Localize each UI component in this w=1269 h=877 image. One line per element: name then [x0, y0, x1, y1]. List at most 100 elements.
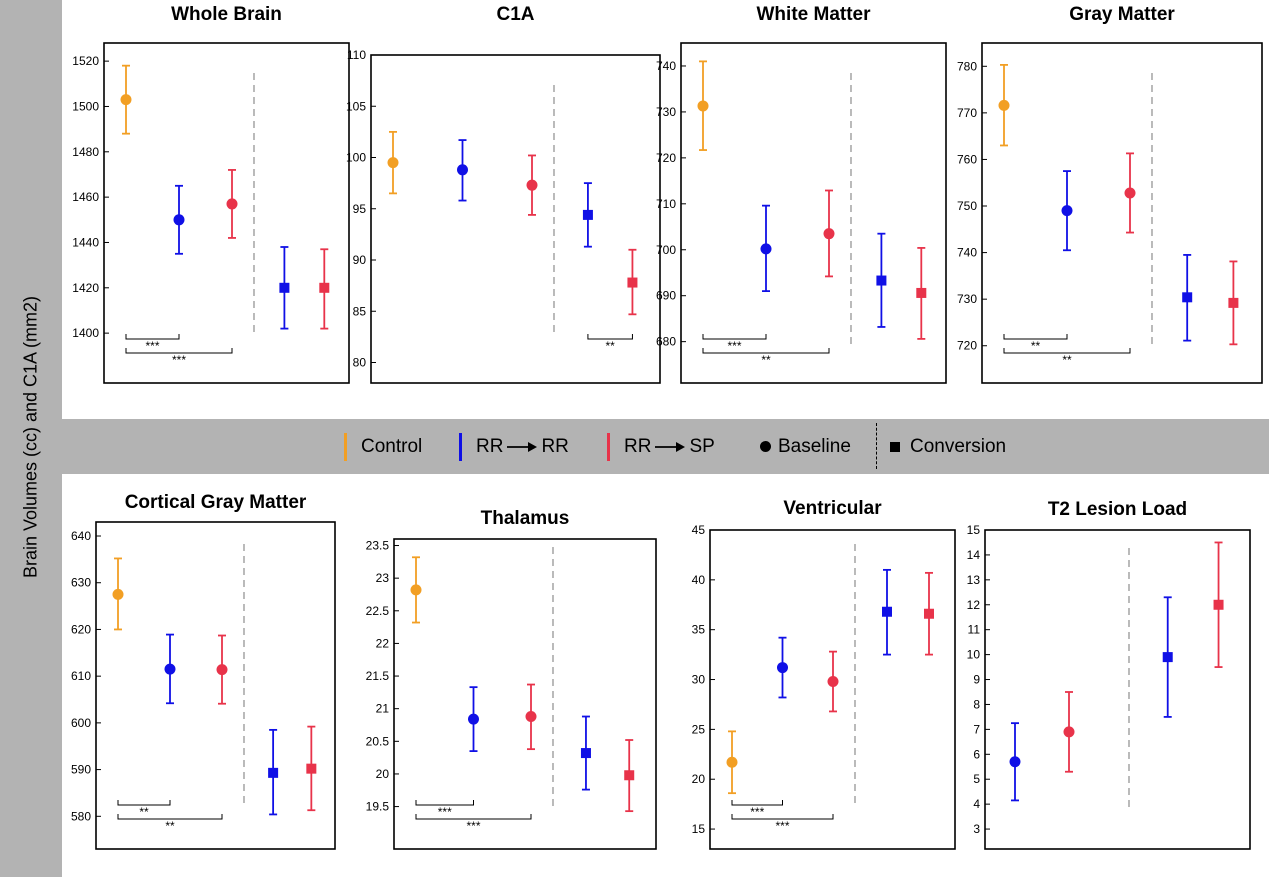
data-point: [306, 725, 317, 812]
data-point: [1162, 596, 1173, 718]
y-tick-label: 9: [973, 673, 980, 687]
chart-title: C1A: [496, 4, 534, 25]
y-tick-label: 690: [656, 289, 676, 303]
bracket-line: [415, 814, 532, 820]
y-tick-label: 23: [376, 571, 390, 585]
baseline-marker: [726, 756, 738, 768]
y-tick-label: 720: [656, 151, 676, 165]
conversion-marker: [924, 608, 934, 619]
significance-label: **: [1062, 353, 1072, 367]
bracket-line: [117, 814, 223, 820]
bracket-line: [702, 334, 767, 340]
legend-label-rr-sp-to: SP: [689, 435, 715, 457]
y-tick-label: 580: [71, 809, 91, 823]
data-point: [916, 247, 927, 340]
y-tick-label: 1440: [72, 235, 99, 249]
y-tick-label: 5: [973, 772, 980, 786]
chart-title: Whole Brain: [171, 4, 282, 25]
significance-label: **: [606, 339, 616, 353]
significance-label: ***: [775, 819, 789, 833]
data-point: [1228, 260, 1239, 346]
data-point: [627, 248, 638, 316]
legend-label-rr-rr-from: RR: [476, 435, 504, 457]
bracket-line: [587, 334, 633, 340]
data-point: [823, 189, 835, 278]
data-point: [468, 686, 479, 753]
y-tick-label: 590: [71, 763, 91, 777]
conversion-marker: [882, 606, 892, 617]
y-tick-label: 20: [692, 772, 706, 786]
bracket-line: [125, 348, 233, 354]
data-point: [279, 246, 290, 330]
y-tick-label: 630: [71, 576, 91, 590]
data-point: [226, 169, 238, 239]
data-point: [580, 715, 591, 791]
baseline-marker: [216, 664, 228, 676]
y-tick-label: 95: [353, 202, 367, 216]
y-tick-label: 740: [656, 59, 676, 73]
data-point: [1063, 691, 1075, 773]
plot-frame: [709, 529, 956, 850]
bracket-line: [1003, 348, 1131, 354]
y-tick-label: 10: [967, 648, 981, 662]
y-tick-label: 85: [353, 304, 367, 318]
baseline-marker: [410, 584, 422, 596]
chart-panel-6: Thalamus 19.5 20 20.5 21 21.5 22 22.5 23 23.5 *** *…: [366, 508, 657, 850]
significance-bracket: **: [1003, 348, 1131, 367]
bracket-line: [415, 800, 474, 806]
y-tick-label: 110: [347, 48, 366, 62]
y-tick-label: 600: [71, 716, 91, 730]
baseline-marker: [387, 157, 399, 169]
data-point: [582, 182, 593, 248]
y-tick-label: 750: [957, 199, 977, 213]
legend-label-rr-sp-from: RR: [624, 435, 652, 457]
y-tick-label: 610: [71, 669, 91, 683]
arrow-right-icon: [655, 441, 686, 452]
y-tick-label: 15: [967, 523, 981, 537]
conversion-marker: [1182, 292, 1193, 303]
significance-label: **: [139, 805, 149, 819]
y-tick-label: 23.5: [366, 539, 390, 553]
bracket-line: [1003, 334, 1068, 340]
conversion-marker: [876, 275, 887, 286]
y-tick-label: 40: [692, 573, 706, 587]
y-tick-label: 22: [376, 636, 390, 650]
conversion-marker: [916, 287, 927, 298]
significance-bracket: ***: [415, 800, 474, 819]
chart-title: Thalamus: [481, 508, 570, 529]
chart-panel-7: Ventricular 15 20 25 30 35 40 45 *** ***: [692, 498, 956, 850]
data-point: [726, 730, 738, 795]
plot-frame: [103, 42, 350, 384]
data-point: [526, 154, 538, 216]
significance-label: ***: [145, 339, 159, 353]
y-tick-label: 30: [692, 673, 706, 687]
conversion-marker: [279, 282, 290, 293]
y-axis-label-band: Brain Volumes (cc) and C1A (mm2): [0, 0, 62, 877]
y-tick-label: 22.5: [366, 604, 390, 618]
data-point: [882, 568, 892, 656]
circle-icon: [760, 441, 771, 452]
baseline-marker: [1124, 187, 1136, 199]
significance-label: ***: [727, 339, 741, 353]
legend: Control RR RR RR SP Baseline Conversion: [62, 419, 1269, 474]
data-point: [1124, 152, 1136, 234]
y-tick-label: 620: [71, 622, 91, 636]
legend-item-baseline: Baseline: [760, 419, 851, 474]
control-swatch: [344, 432, 347, 461]
y-tick-label: 14: [967, 548, 981, 562]
y-tick-label: 680: [656, 335, 676, 349]
y-tick-label: 13: [967, 573, 981, 587]
chart-title: Gray Matter: [1069, 4, 1175, 25]
bracket-line: [117, 800, 171, 806]
bracket-line: [731, 814, 834, 820]
bracket-line: [702, 348, 830, 354]
plot-frame: [393, 538, 657, 850]
y-tick-label: 21.5: [366, 669, 390, 683]
y-tick-label: 1480: [72, 145, 99, 159]
significance-label: ***: [750, 805, 764, 819]
y-tick-label: 35: [692, 623, 706, 637]
baseline-marker: [760, 243, 772, 255]
data-point: [777, 636, 788, 699]
y-tick-label: 20: [376, 767, 390, 781]
